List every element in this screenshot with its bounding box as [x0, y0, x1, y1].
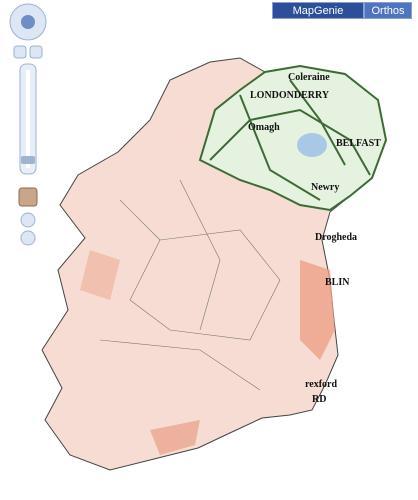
place-label: Drogheda — [315, 232, 357, 243]
place-label: Omagh — [248, 122, 280, 133]
lough-neagh — [297, 133, 327, 157]
pan-left[interactable] — [13, 45, 27, 59]
place-label: BLIN — [325, 277, 350, 288]
tool-button[interactable] — [20, 212, 36, 228]
pan-right[interactable] — [29, 45, 43, 59]
place-label: rexford — [305, 379, 337, 390]
island — [41, 57, 388, 471]
tool-button[interactable] — [20, 230, 36, 246]
place-label: BELFAST — [336, 138, 381, 149]
place-label: Coleraine — [288, 72, 330, 83]
zoom-handle[interactable] — [21, 156, 35, 164]
place-label: RD — [312, 394, 326, 405]
basemap-button[interactable]: MapGenie Basemap — [272, 2, 364, 34]
hand-tool[interactable] — [18, 187, 38, 207]
orthos-button[interactable]: Orthos — [364, 2, 412, 19]
place-labels: Coleraine LONDONDERRY Omagh BELFAST Newr… — [248, 72, 381, 405]
place-label: Newry — [311, 182, 339, 193]
nav-controls — [9, 3, 47, 246]
place-label: LONDONDERRY — [250, 90, 330, 101]
